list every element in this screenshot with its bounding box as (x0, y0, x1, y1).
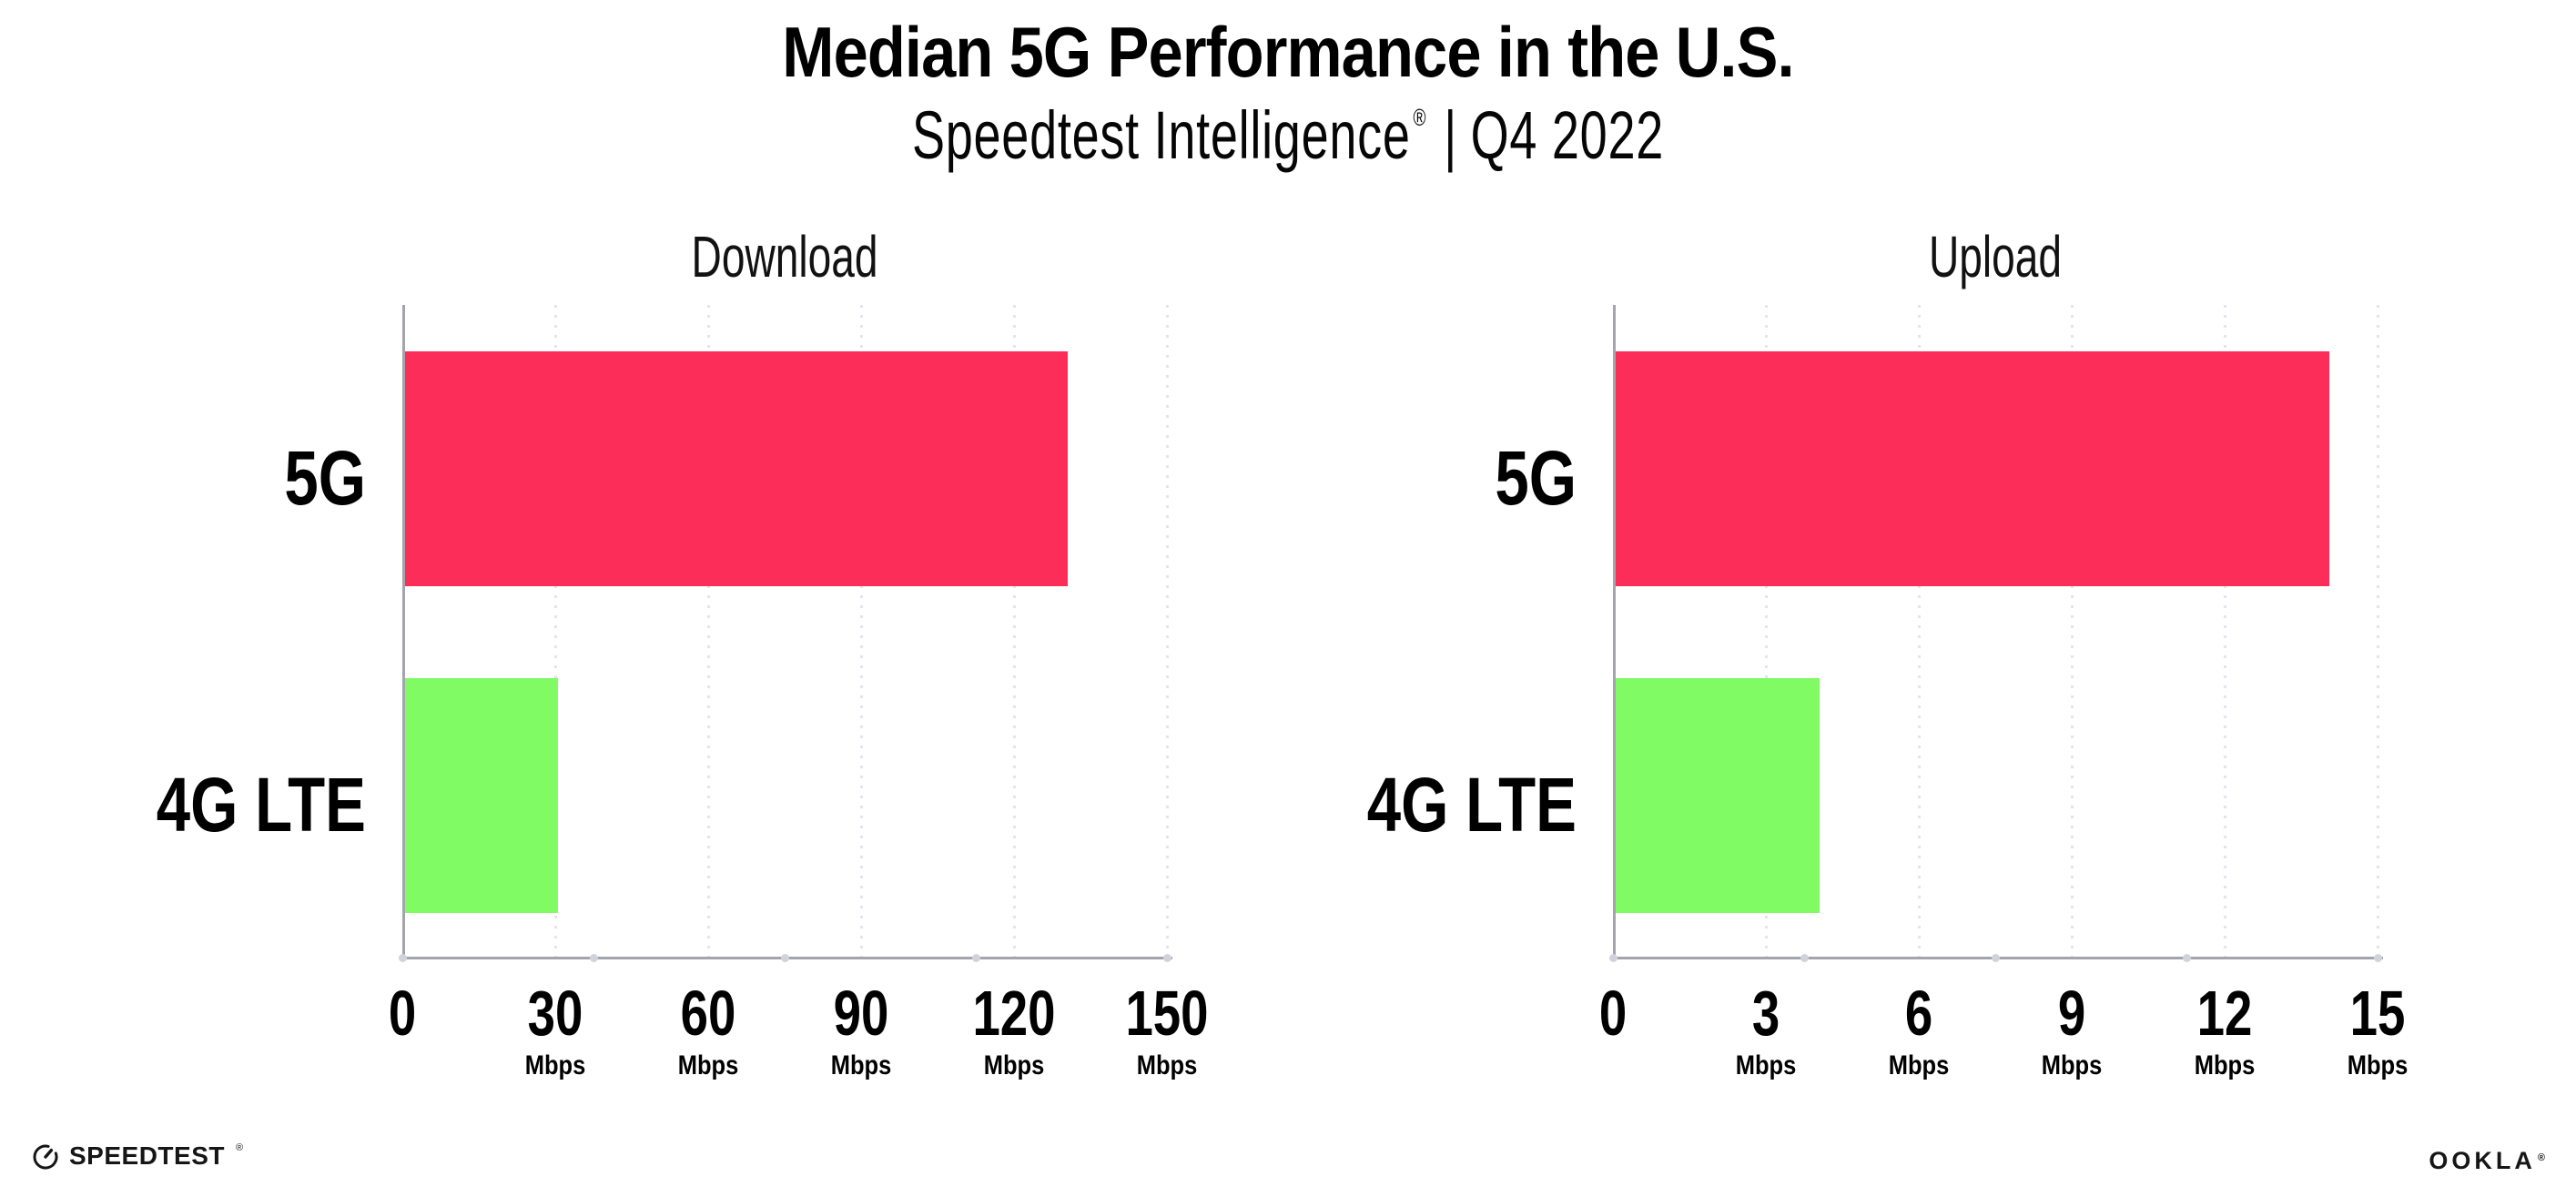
y-axis-download (402, 305, 405, 959)
chart-title: Median 5G Performance in the U.S. (782, 12, 1794, 92)
x-tick-upload-0: 0 (1513, 981, 1713, 1045)
x-tick-upload-3: 3 Mbps (1666, 981, 1866, 1080)
axis-tick-dot (971, 954, 980, 962)
speedtest-registered-mark-icon: ® (235, 1142, 244, 1153)
gridline-upload-15 (2377, 305, 2379, 957)
bar-download-5g (405, 350, 1068, 586)
x-tick-upload-6: 6 Mbps (1819, 981, 2019, 1080)
axis-tick-dot (2182, 954, 2191, 962)
gridline-upload-3 (1765, 305, 1768, 957)
gridline-download-120 (1013, 305, 1016, 957)
x-tick-value: 0 (1598, 978, 1628, 1049)
ookla-wordmark: OOKLA (2429, 1147, 2536, 1174)
y-tick-label-5g: 5G (284, 434, 366, 521)
axis-tick-dot (2373, 954, 2382, 962)
x-tick-value: 90 (833, 978, 889, 1049)
axis-tick-dot (1608, 954, 1618, 962)
x-tick-upload-9: 9 Mbps (1972, 981, 2172, 1080)
y-axis-upload (1613, 305, 1616, 959)
x-tick-unit: Mbps (830, 1050, 892, 1080)
x-tick-value: 12 (2196, 978, 2253, 1049)
x-tick-download-0: 0 (302, 981, 502, 1045)
x-tick-download-150: 150 Mbps (1067, 981, 1267, 1080)
x-tick-unit: Mbps (1888, 1050, 1950, 1080)
x-tick-download-30: 30 Mbps (455, 981, 655, 1080)
x-tick-value: 6 (1904, 978, 1933, 1049)
speedtest-wordmark: SPEEDTEST (69, 1141, 225, 1170)
x-tick-unit: Mbps (2347, 1050, 2409, 1080)
x-tick-value: 15 (2349, 978, 2406, 1049)
y-tick-label-5g: 5G (1495, 434, 1577, 521)
axis-tick-dot (1162, 954, 1171, 962)
chart-subtitle: Speedtest Intelligence ® | Q4 2022 (348, 96, 2228, 174)
bar-download-4g-lte (405, 678, 558, 914)
speedtest-gauge-icon (33, 1144, 58, 1170)
registered-trademark-icon: ® (1413, 104, 1427, 131)
gridline-download-90 (860, 305, 863, 957)
x-tick-unit: Mbps (2041, 1050, 2103, 1080)
ookla-logo: OOKLA ® (2429, 1147, 2549, 1175)
x-tick-value: 9 (2057, 978, 2086, 1049)
x-tick-value: 0 (388, 978, 417, 1049)
x-tick-value: 3 (1751, 978, 1780, 1049)
subtitle-separator: | (1444, 97, 1458, 173)
x-tick-download-90: 90 Mbps (761, 981, 961, 1080)
subplot-title-download: Download (691, 224, 878, 289)
gridline-upload-9 (2071, 305, 2074, 957)
y-tick-label-4g-lte: 4G LTE (156, 762, 366, 848)
gridline-download-60 (707, 305, 710, 957)
subplot-title-upload: Upload (1928, 224, 2063, 289)
axis-tick-dot (1800, 954, 1809, 962)
x-tick-download-60: 60 Mbps (608, 981, 808, 1080)
speedtest-logo: SPEEDTEST ® (31, 1141, 243, 1171)
gridline-upload-12 (2224, 305, 2226, 957)
ookla-registered-mark-icon: ® (2537, 1152, 2549, 1163)
x-tick-upload-15: 15 Mbps (2277, 981, 2478, 1080)
x-tick-unit: Mbps (983, 1050, 1045, 1080)
plot-area-upload (1608, 305, 2383, 962)
x-tick-download-120: 120 Mbps (914, 981, 1114, 1080)
bar-upload-5g (1616, 350, 2329, 586)
x-tick-value: 60 (680, 978, 736, 1049)
axis-tick-dot (589, 954, 598, 962)
subtitle-period: Q4 2022 (1470, 97, 1664, 173)
x-tick-unit: Mbps (677, 1050, 739, 1080)
x-tick-unit: Mbps (1735, 1050, 1797, 1080)
x-tick-value: 150 (1125, 978, 1209, 1049)
x-tick-unit: Mbps (2194, 1050, 2256, 1080)
axis-tick-dot (780, 954, 789, 962)
x-tick-upload-12: 12 Mbps (2125, 981, 2325, 1080)
x-tick-value: 30 (527, 978, 583, 1049)
bar-upload-4g-lte (1616, 678, 1820, 914)
gridline-download-150 (1166, 305, 1169, 957)
plot-area-download (398, 305, 1172, 962)
x-tick-value: 120 (972, 978, 1056, 1049)
subtitle-brand: Speedtest Intelligence (912, 97, 1411, 173)
x-tick-unit: Mbps (524, 1050, 586, 1080)
x-tick-unit: Mbps (1136, 1050, 1198, 1080)
axis-tick-dot (398, 954, 407, 962)
gridline-upload-6 (1918, 305, 1921, 957)
axis-tick-dot (1991, 954, 2000, 962)
gridline-download-30 (554, 305, 557, 957)
y-tick-label-4g-lte: 4G LTE (1366, 762, 1577, 848)
